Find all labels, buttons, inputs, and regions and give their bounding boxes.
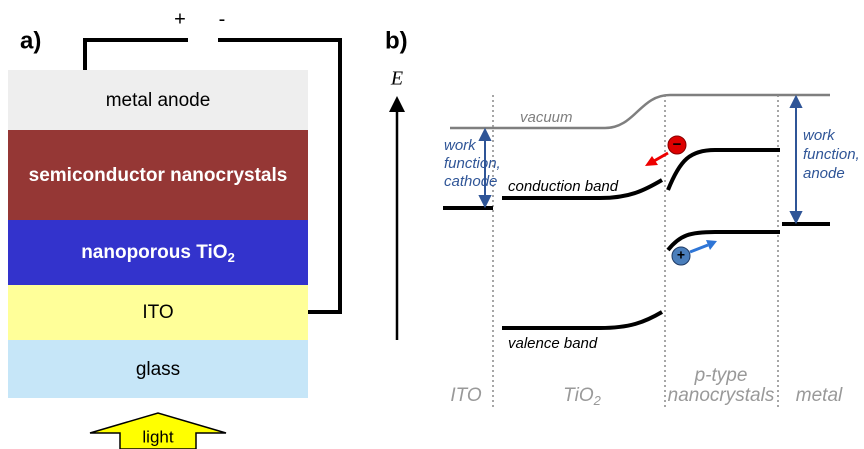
axis-label: E: [390, 68, 403, 90]
light-label: light: [142, 427, 173, 446]
wf-label: anode: [803, 165, 845, 182]
text: nanoporous TiO: [81, 242, 227, 263]
layer-label: ITO: [142, 302, 173, 323]
band-levels: [443, 150, 830, 328]
subscript: 2: [228, 250, 235, 265]
wf-label: work: [444, 137, 477, 154]
axis-arrow: [389, 96, 405, 112]
hole-sign: +: [677, 247, 685, 263]
band-label: valence band: [508, 335, 598, 352]
text: TiO: [563, 385, 594, 406]
layer-label: glass: [136, 359, 180, 380]
subscript: 2: [593, 393, 602, 408]
region-label: p-type: [694, 365, 748, 386]
panel-label: b): [385, 27, 408, 54]
hole-arrow: [690, 245, 708, 252]
electron-arrow: [654, 153, 668, 161]
boundaries: [493, 95, 778, 408]
layer-label: semiconductor nanocrystals: [29, 165, 288, 186]
minus: -: [219, 8, 226, 30]
wf-label: cathode: [444, 173, 497, 190]
layer-label: nanoporous TiO2: [81, 242, 235, 265]
wf-label: work: [803, 127, 836, 144]
wf-label: function,: [803, 146, 860, 163]
panel-label: a): [20, 27, 41, 54]
vacuum-label: vacuum: [520, 109, 573, 126]
electron-sign: −: [673, 136, 682, 153]
vacuum-level: [450, 95, 830, 128]
region-label: ITO: [450, 385, 482, 406]
figure: a) + - metal anode semiconductor nanocry…: [0, 0, 864, 449]
layer-label: metal anode: [106, 90, 211, 111]
region-label: nanocrystals: [668, 385, 775, 406]
wf-label: function,: [444, 155, 501, 172]
band-label: conduction band: [508, 178, 619, 195]
wire: [85, 40, 188, 70]
region-label: TiO2: [563, 385, 601, 408]
plus: +: [174, 8, 186, 30]
region-label: metal: [796, 385, 843, 406]
